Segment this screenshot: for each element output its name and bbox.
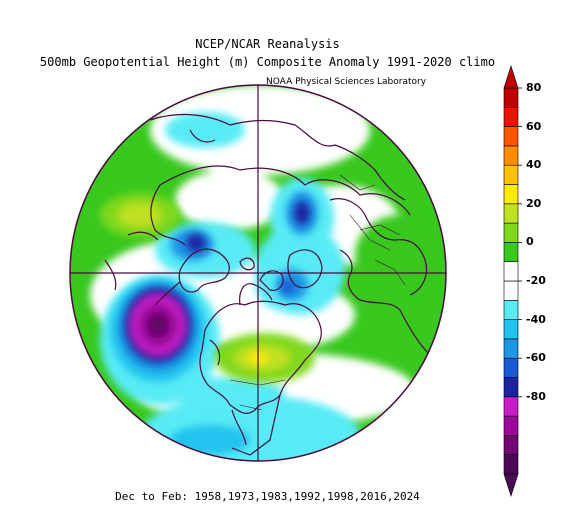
negative-anomaly <box>294 201 310 225</box>
colorbar-swatch <box>503 242 519 262</box>
map-boundary <box>69 84 447 462</box>
borders <box>229 174 406 411</box>
colorbar-swatch <box>503 396 519 417</box>
negative-anomaly <box>255 225 345 315</box>
colorbar-swatch <box>503 280 519 301</box>
colorbar-swatch <box>503 261 519 282</box>
colorbar-swatch <box>503 299 519 320</box>
anomaly-field <box>70 85 446 461</box>
negative-anomaly <box>281 280 295 294</box>
colorbar-swatch <box>503 87 519 108</box>
colorbar-tick-label: -40 <box>526 312 546 326</box>
negative-anomaly <box>152 319 164 331</box>
positive-anomaly <box>355 215 445 295</box>
colorbar-swatch <box>503 222 519 243</box>
coastlines <box>104 113 431 456</box>
negative-anomaly <box>186 234 206 252</box>
colorbar-tick-label: 0 <box>526 235 534 249</box>
colorbar-tick-label: -60 <box>526 351 546 365</box>
colorbar-swatch <box>503 377 519 398</box>
negative-anomaly <box>165 112 245 148</box>
colorbar-swatch <box>503 319 519 340</box>
credit-text: NOAA Physical Sciences Laboratory <box>266 77 427 87</box>
colorbar-tick-label: 80 <box>526 81 542 94</box>
colorbar-swatch <box>503 454 519 475</box>
colorbar-swatch <box>503 203 519 224</box>
colorbar-tick-label: -20 <box>526 274 546 287</box>
colorbar-swatch <box>503 126 519 147</box>
colorbar-tick-label: 60 <box>526 119 542 133</box>
neutral-area <box>150 85 370 175</box>
colorbar-swatch <box>503 415 519 436</box>
composite-years: Dec to Feb: 1958,1973,1983,1992,1998,201… <box>115 490 420 503</box>
colorbar-swatch <box>503 145 519 166</box>
colorbar-swatch <box>503 435 519 455</box>
colorbar-swatch <box>503 164 519 185</box>
colorbar-swatch <box>503 184 519 205</box>
colorbar-swatch <box>503 338 519 359</box>
colorbar-swatch <box>503 107 519 127</box>
chart-title: NCEP/NCAR Reanalysis <box>195 37 340 51</box>
colorbar-swatch <box>503 357 519 378</box>
colorbar-tick-label: 40 <box>526 158 542 172</box>
colorbar-max-arrow <box>503 65 519 89</box>
chart-subtitle: 500mb Geopotential Height (m) Composite … <box>39 55 496 69</box>
colorbar-min-arrow <box>503 473 519 497</box>
colorbar-tick-label: -80 <box>526 389 546 403</box>
colorbar-tick-label: 20 <box>526 196 542 210</box>
